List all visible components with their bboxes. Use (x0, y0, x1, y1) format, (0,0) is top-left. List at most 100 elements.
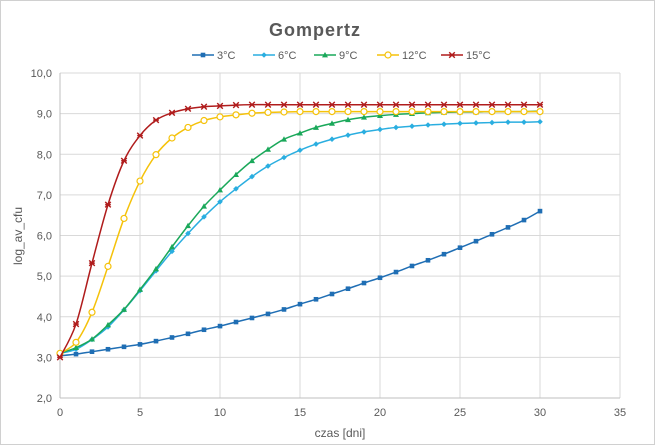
data-point (537, 118, 543, 125)
data-point (440, 101, 448, 108)
series-layer (56, 101, 544, 361)
data-point (185, 222, 191, 229)
data-point (313, 124, 319, 130)
data-point (329, 291, 335, 297)
data-point (377, 126, 383, 133)
data-point (425, 122, 431, 128)
legend-marker (448, 51, 456, 59)
data-point (361, 114, 367, 120)
data-point (233, 185, 239, 192)
data-point (201, 214, 207, 220)
y-tick-label: 3,0 (37, 352, 52, 364)
data-point (409, 123, 415, 130)
data-point (408, 101, 416, 108)
data-point (73, 344, 79, 351)
data-point (488, 107, 496, 116)
series-1 (57, 208, 543, 359)
data-point (296, 107, 304, 116)
data-point (120, 214, 128, 223)
data-point (152, 116, 160, 124)
data-point (361, 129, 367, 135)
data-point (521, 217, 527, 223)
x-tick-label: 30 (534, 407, 546, 419)
data-point (489, 231, 495, 237)
data-point (344, 107, 352, 116)
data-point (153, 265, 159, 272)
data-point (216, 113, 224, 121)
data-point (328, 101, 336, 108)
data-point (313, 141, 319, 147)
data-point (441, 251, 447, 257)
data-point (121, 344, 127, 350)
data-point (136, 132, 144, 139)
data-point (233, 171, 239, 177)
data-point (200, 116, 208, 125)
data-point (473, 120, 479, 126)
x-tick-label: 5 (137, 407, 143, 419)
legend-item: 9°C (314, 50, 358, 62)
series-5 (56, 101, 544, 361)
chart-title: Gompertz (269, 20, 361, 40)
data-point (168, 109, 176, 117)
data-point (249, 157, 255, 164)
data-point (265, 146, 271, 152)
legend-label: 9°C (339, 50, 358, 62)
data-point (248, 101, 256, 108)
data-point (345, 286, 351, 292)
data-point (264, 108, 272, 117)
legend-label: 6°C (278, 50, 297, 62)
data-point (312, 107, 320, 116)
legend-item: 6°C (253, 50, 297, 62)
legend-marker (384, 51, 392, 59)
data-point (217, 323, 223, 329)
data-point (328, 107, 336, 116)
data-point (472, 101, 480, 108)
data-point (104, 201, 112, 208)
x-tick-label: 10 (214, 407, 226, 419)
legend-marker (322, 52, 328, 58)
data-point (425, 257, 431, 263)
data-point (105, 321, 111, 328)
data-point (136, 177, 144, 185)
y-tick-label: 8,0 (37, 149, 52, 161)
legend-marker (261, 52, 267, 58)
data-point (265, 311, 271, 317)
data-point (184, 105, 192, 113)
data-point (409, 263, 415, 269)
data-point (536, 107, 544, 116)
data-point (185, 230, 191, 237)
data-point (424, 107, 432, 116)
data-point (249, 315, 255, 321)
x-tick-label: 25 (454, 407, 466, 419)
data-point (121, 306, 127, 312)
data-point (504, 107, 512, 116)
data-point (200, 103, 208, 111)
data-point (88, 308, 96, 316)
data-point (296, 101, 304, 108)
legend-label: 15°C (466, 50, 491, 62)
data-point (505, 225, 511, 230)
data-point (297, 147, 303, 153)
data-point (89, 336, 95, 342)
data-point (456, 101, 464, 108)
data-point (281, 136, 287, 142)
data-point (217, 198, 223, 205)
axes: 2,0 3,0 4,0 5,0 6,0 7,0 8,0 9,0 10,0 0 5 10 15 20 25 30… (31, 68, 627, 419)
data-point (280, 108, 288, 116)
y-axis-label: log_av_cfu (11, 207, 25, 265)
data-point (489, 119, 495, 126)
legend-marker (200, 52, 206, 58)
data-point (473, 238, 479, 244)
data-point (520, 107, 528, 116)
data-point (392, 101, 400, 108)
data-point (312, 101, 320, 108)
legend: 3°C 6°C 9°C 12°C 15°C (192, 50, 491, 62)
data-point (361, 280, 367, 286)
data-point (456, 107, 464, 116)
data-point (104, 262, 112, 270)
x-axis-label: czas [dni] (315, 426, 366, 440)
x-tick-label: 15 (294, 407, 306, 419)
data-point (201, 203, 207, 209)
data-point (392, 107, 400, 116)
y-tick-label: 4,0 (37, 312, 52, 324)
